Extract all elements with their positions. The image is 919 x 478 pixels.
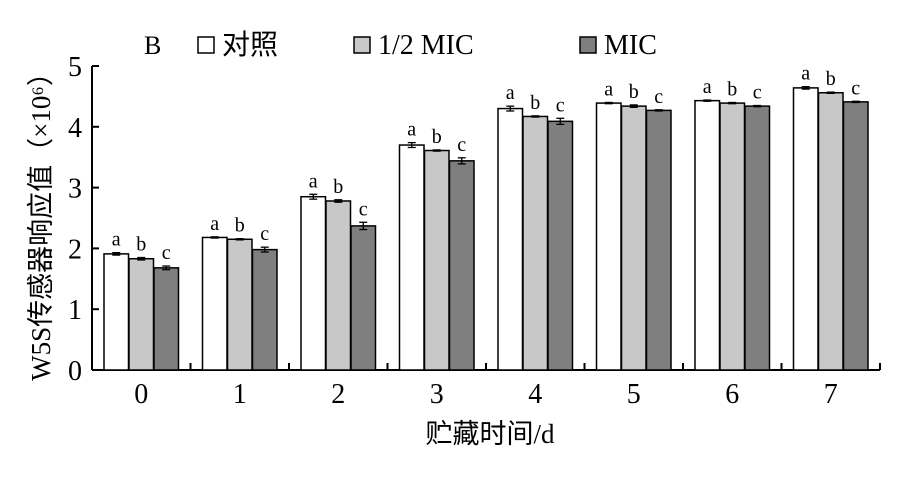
bar (744, 105, 771, 371)
legend-swatch (579, 36, 597, 54)
significance-label: c (654, 86, 663, 108)
bar (103, 253, 130, 371)
significance-label: c (162, 242, 171, 264)
significance-label: c (359, 198, 368, 220)
y-tick-label: 2 (68, 234, 82, 265)
x-axis-title: 贮藏时间/d (425, 419, 555, 449)
significance-label: b (727, 78, 737, 100)
significance-label: b (826, 68, 836, 90)
bar (153, 267, 180, 371)
bar (300, 195, 327, 371)
bar (226, 238, 253, 371)
significance-label: a (309, 170, 318, 192)
y-tick-label: 5 (68, 52, 82, 83)
bar (694, 99, 721, 371)
significance-label: a (506, 82, 515, 104)
y-tick-label: 1 (68, 295, 82, 326)
x-tick-label: 1 (233, 379, 247, 410)
y-tick-label: 3 (68, 174, 82, 205)
bar (201, 236, 228, 371)
y-tick-label: 0 (68, 356, 82, 387)
significance-label: b (530, 92, 540, 114)
x-tick-label: 3 (430, 379, 444, 410)
legend-label: 对照 (222, 29, 278, 61)
bar (350, 225, 377, 371)
bar (645, 109, 672, 371)
y-axis-title: W5S传感器响应值（×10⁶） (26, 59, 56, 381)
legend-swatch (353, 36, 371, 54)
x-tick-label: 6 (725, 379, 739, 410)
bar (423, 149, 450, 371)
panel-label: B (144, 31, 161, 60)
bar (497, 107, 524, 371)
bar (792, 87, 819, 371)
y-tick-label: 4 (68, 113, 82, 144)
bar (128, 257, 155, 371)
significance-label: a (703, 76, 712, 98)
bar (398, 144, 425, 371)
x-tick-label: 0 (134, 379, 148, 410)
significance-label: a (407, 119, 416, 141)
significance-label: a (112, 229, 121, 251)
bar (842, 101, 869, 371)
bar (620, 105, 647, 371)
x-tick-label: 4 (528, 379, 542, 410)
significance-label: a (210, 213, 219, 235)
significance-label: c (851, 77, 860, 99)
bar (719, 102, 746, 371)
significance-label: b (136, 234, 146, 256)
bars (103, 87, 869, 371)
error-bars (112, 86, 860, 271)
tick-labels: 0 1 2 3 4 5 0 1 2 3 4 5 6 7 (68, 52, 838, 410)
bar (547, 120, 574, 371)
legend-swatch (197, 36, 215, 54)
significance-label: c (556, 94, 565, 116)
x-tick-label: 2 (331, 379, 345, 410)
significance-label: b (333, 176, 343, 198)
x-tick-label: 5 (627, 379, 641, 410)
bar (595, 102, 622, 371)
bar (522, 115, 549, 371)
bar (817, 92, 844, 371)
legend-label: MIC (604, 30, 657, 61)
significance-labels: a b ca b ca bca b ca b ca b c a b ca b c (112, 63, 861, 264)
significance-label: c (753, 82, 762, 104)
x-tick-label: 7 (824, 379, 838, 410)
significance-label: b (629, 81, 639, 103)
bar (325, 200, 352, 371)
significance-label: b (235, 215, 245, 237)
legend-label: 1/2 MIC (378, 30, 474, 61)
bar (251, 248, 278, 371)
significance-label: a (604, 78, 613, 100)
significance-label: c (457, 134, 466, 156)
significance-label: c (260, 223, 269, 245)
significance-label: b (432, 126, 442, 148)
significance-label: a (801, 63, 810, 85)
bar (448, 160, 475, 371)
legend: 对照 1/2 MIC MIC (197, 29, 657, 61)
